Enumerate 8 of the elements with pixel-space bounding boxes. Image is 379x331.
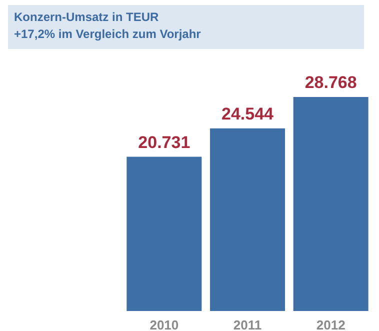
chart-subtitle: +17,2% im Vergleich zum Vorjahr	[14, 26, 202, 43]
data-label: 24.544	[222, 104, 274, 124]
x-tick-label: 2011	[233, 318, 262, 331]
data-label: 20.731	[138, 132, 190, 152]
chart-title: Konzern-Umsatz in TEUR	[14, 9, 160, 26]
x-tick-label: 2012	[316, 318, 346, 331]
data-label: 28.768	[304, 73, 357, 92]
x-tick-label: 2010	[150, 318, 179, 331]
